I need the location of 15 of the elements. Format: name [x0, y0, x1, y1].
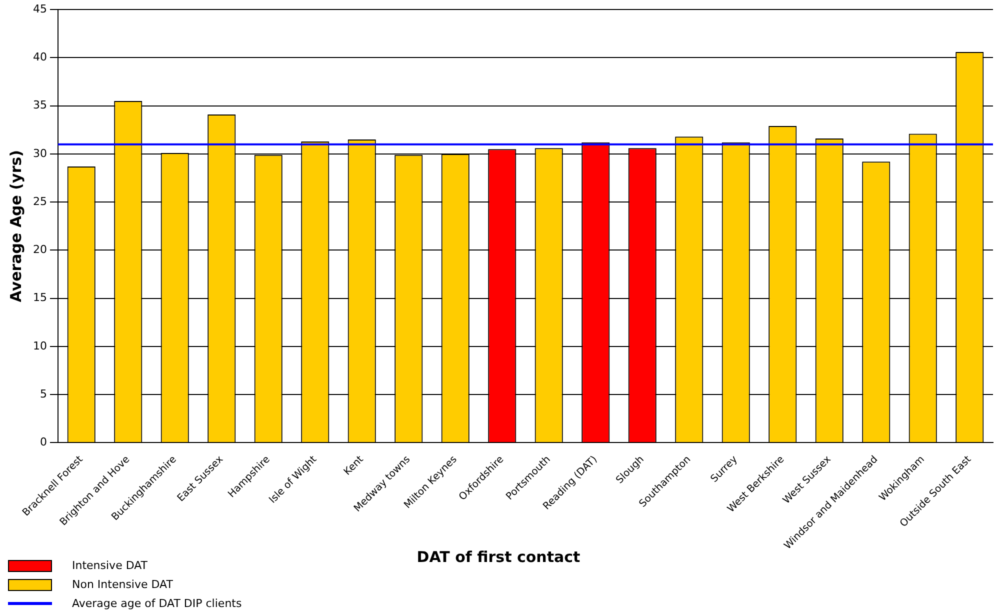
- legend-label: Intensive DAT: [72, 559, 148, 572]
- y-tick-label: 40: [32, 50, 47, 64]
- y-tick-label: 5: [40, 387, 47, 400]
- x-axis-title: DAT of first contact: [416, 548, 580, 566]
- legend-label: Non Intensive DAT: [72, 578, 173, 591]
- y-tick-label: 25: [32, 194, 47, 208]
- y-axis-title: Average Age (yrs): [6, 150, 25, 302]
- y-tick-label: 45: [32, 2, 47, 16]
- legend-label: Average age of DAT DIP clients: [72, 597, 242, 610]
- y-tick-label: 0: [40, 436, 47, 449]
- y-tick-label: 30: [32, 146, 47, 160]
- y-tick-label: 15: [32, 291, 47, 304]
- y-tick-label: 35: [32, 98, 47, 112]
- y-tick-label: 20: [32, 243, 47, 256]
- y-tick-label: 10: [32, 339, 47, 352]
